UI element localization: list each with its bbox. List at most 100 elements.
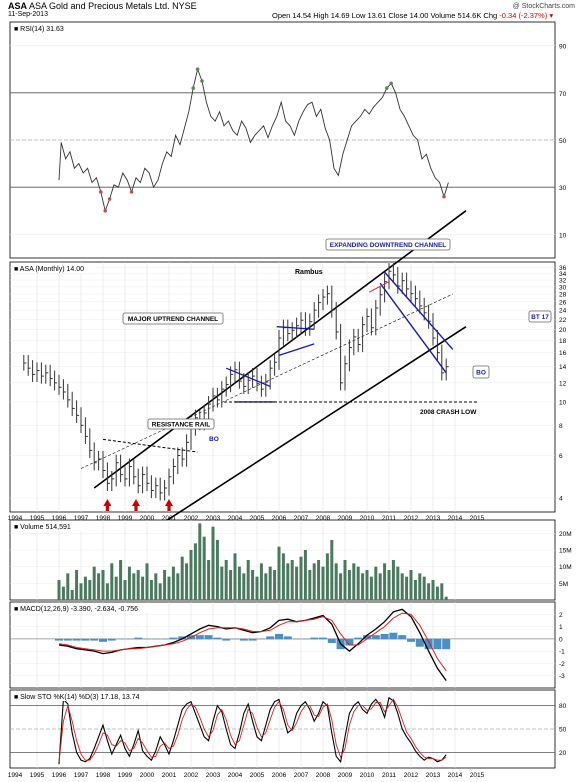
price-panel	[9, 261, 556, 513]
volume-bar	[70, 590, 74, 600]
price-tick-label: 36	[559, 265, 567, 272]
rsi-tick-label: 10	[559, 232, 567, 239]
rsi-tick-label: 70	[559, 91, 567, 98]
volume-bar	[444, 596, 448, 600]
watermark: @ StockCharts.com	[512, 3, 575, 10]
volume-bar	[352, 563, 356, 600]
rsi-oversold-point	[99, 190, 103, 194]
macd-histogram-bar	[116, 638, 125, 640]
volume-bar	[391, 560, 395, 600]
price-tick-label: 26	[559, 299, 567, 306]
volume-bar	[268, 566, 272, 600]
rsi-overbought-point	[191, 86, 195, 90]
volume-bar	[427, 583, 431, 600]
volume-bar	[163, 570, 167, 600]
volume-bar	[295, 566, 299, 600]
backtest-label: BT 17	[531, 314, 549, 321]
volume-bar	[123, 580, 127, 600]
stochastic-year-label: 2010	[360, 772, 375, 779]
volume-label-bg	[11, 522, 85, 531]
volume-bar	[202, 536, 206, 600]
macd-histogram-bar	[99, 638, 107, 642]
volume-bar	[418, 573, 422, 600]
downtrend-upper-line	[384, 271, 454, 350]
volume-bar	[145, 563, 149, 600]
macd-histogram-bar	[327, 638, 336, 644]
backtest-label-box	[528, 310, 552, 323]
macd-label: ■ MACD(12,26,9) -3.390, -2.634, -0.756	[14, 606, 138, 613]
macd-histogram-bar	[407, 638, 415, 642]
macd-histogram-bar	[266, 636, 275, 640]
rsi-oversold-point	[103, 209, 107, 213]
macd-histogram-bar	[204, 635, 213, 640]
macd-tick-label: -3	[559, 673, 565, 680]
price-year-label: 2015	[470, 515, 485, 522]
stochastic-year-label: 1999	[118, 772, 133, 779]
watermark-rambus: Rambus	[295, 269, 323, 276]
volume-bar	[405, 576, 409, 600]
stochastic-year-label: 2004	[228, 772, 243, 779]
rsi-tick-label: 30	[559, 185, 567, 192]
volume-bar	[97, 573, 101, 600]
macd-histogram-bar	[292, 638, 301, 640]
volume-bar	[409, 570, 413, 600]
volume-bar	[61, 586, 65, 600]
price-tick-label: 30	[559, 284, 567, 291]
major-uptrend-channel-label: MAJOR UPTREND CHANNEL	[128, 316, 218, 323]
volume-bar	[158, 583, 162, 600]
company-name: ASA Gold and Precious Metals Ltd.	[29, 1, 170, 11]
stochastic-year-label: 2006	[272, 772, 287, 779]
breakout-label-2013-box	[472, 365, 490, 379]
price-tick-label: 22	[559, 317, 567, 324]
volume-bar	[211, 526, 215, 600]
macd-tick-label: 1	[559, 624, 563, 631]
macd-histogram-bar	[398, 635, 407, 640]
volume-tick-label: 15M	[559, 548, 572, 555]
price-label: ■ ASA (Monthly) 14.00	[14, 266, 84, 273]
triple-bottom-arrow-3	[165, 499, 173, 511]
volume-bar	[365, 570, 369, 600]
macd-histogram-bar	[72, 638, 81, 641]
breakout-label-2013: BO	[476, 370, 486, 377]
volume-bar	[251, 570, 255, 600]
channel-midline	[80, 293, 453, 469]
macd-tick-label: -2	[559, 661, 565, 668]
macd-tick-label: 2	[559, 612, 563, 619]
resistance-rail-label: RESISTANCE RAIL	[152, 422, 210, 429]
downtrend-lower-line	[379, 282, 447, 374]
macd-histogram-bar	[319, 637, 327, 640]
macd-histogram-bar	[222, 638, 231, 641]
volume-bar	[198, 523, 202, 600]
volume-bar	[308, 570, 312, 600]
triple-bottom-arrow-2	[132, 499, 140, 511]
volume-bar	[193, 543, 197, 600]
symbol-title: ASA ASA Gold and Precious Metals Ltd. NY…	[8, 1, 197, 11]
volume-bar	[396, 566, 400, 600]
uptrend-minor-line	[368, 281, 390, 293]
macd-histogram-bar	[354, 637, 363, 640]
price-label-bg	[11, 264, 95, 273]
expanding-downtrend-channel-label: EXPANDING DOWNTREND CHANNEL	[330, 242, 447, 249]
macd-histogram-bar	[415, 638, 424, 647]
price-year-label: 2012	[404, 515, 419, 522]
volume-bar	[215, 540, 219, 600]
ohlc-values: Open 14.54 High 14.69 Low 13.61 Close 14…	[272, 11, 482, 20]
price-year-label: 1998	[96, 515, 111, 522]
breakout-label-2001: BO	[209, 436, 219, 443]
stochastic-tick-label: 80	[559, 703, 567, 710]
volume-bar	[334, 563, 338, 600]
volume-tick-label: 10M	[559, 564, 572, 571]
price-tick-label: 18	[559, 338, 567, 345]
volume-bar	[413, 580, 417, 600]
volume-bar	[105, 583, 109, 600]
volume-bar	[286, 563, 290, 600]
volume-bar	[119, 560, 123, 600]
volume-bar	[224, 560, 228, 600]
price-tick-label: 16	[559, 350, 567, 357]
volume-bar	[207, 560, 211, 600]
macd-histogram-bar	[213, 637, 222, 640]
volume-bar	[237, 566, 241, 600]
volume-bar	[299, 556, 303, 600]
volume-bar	[312, 563, 316, 600]
stochastic-year-label: 1995	[30, 772, 45, 779]
